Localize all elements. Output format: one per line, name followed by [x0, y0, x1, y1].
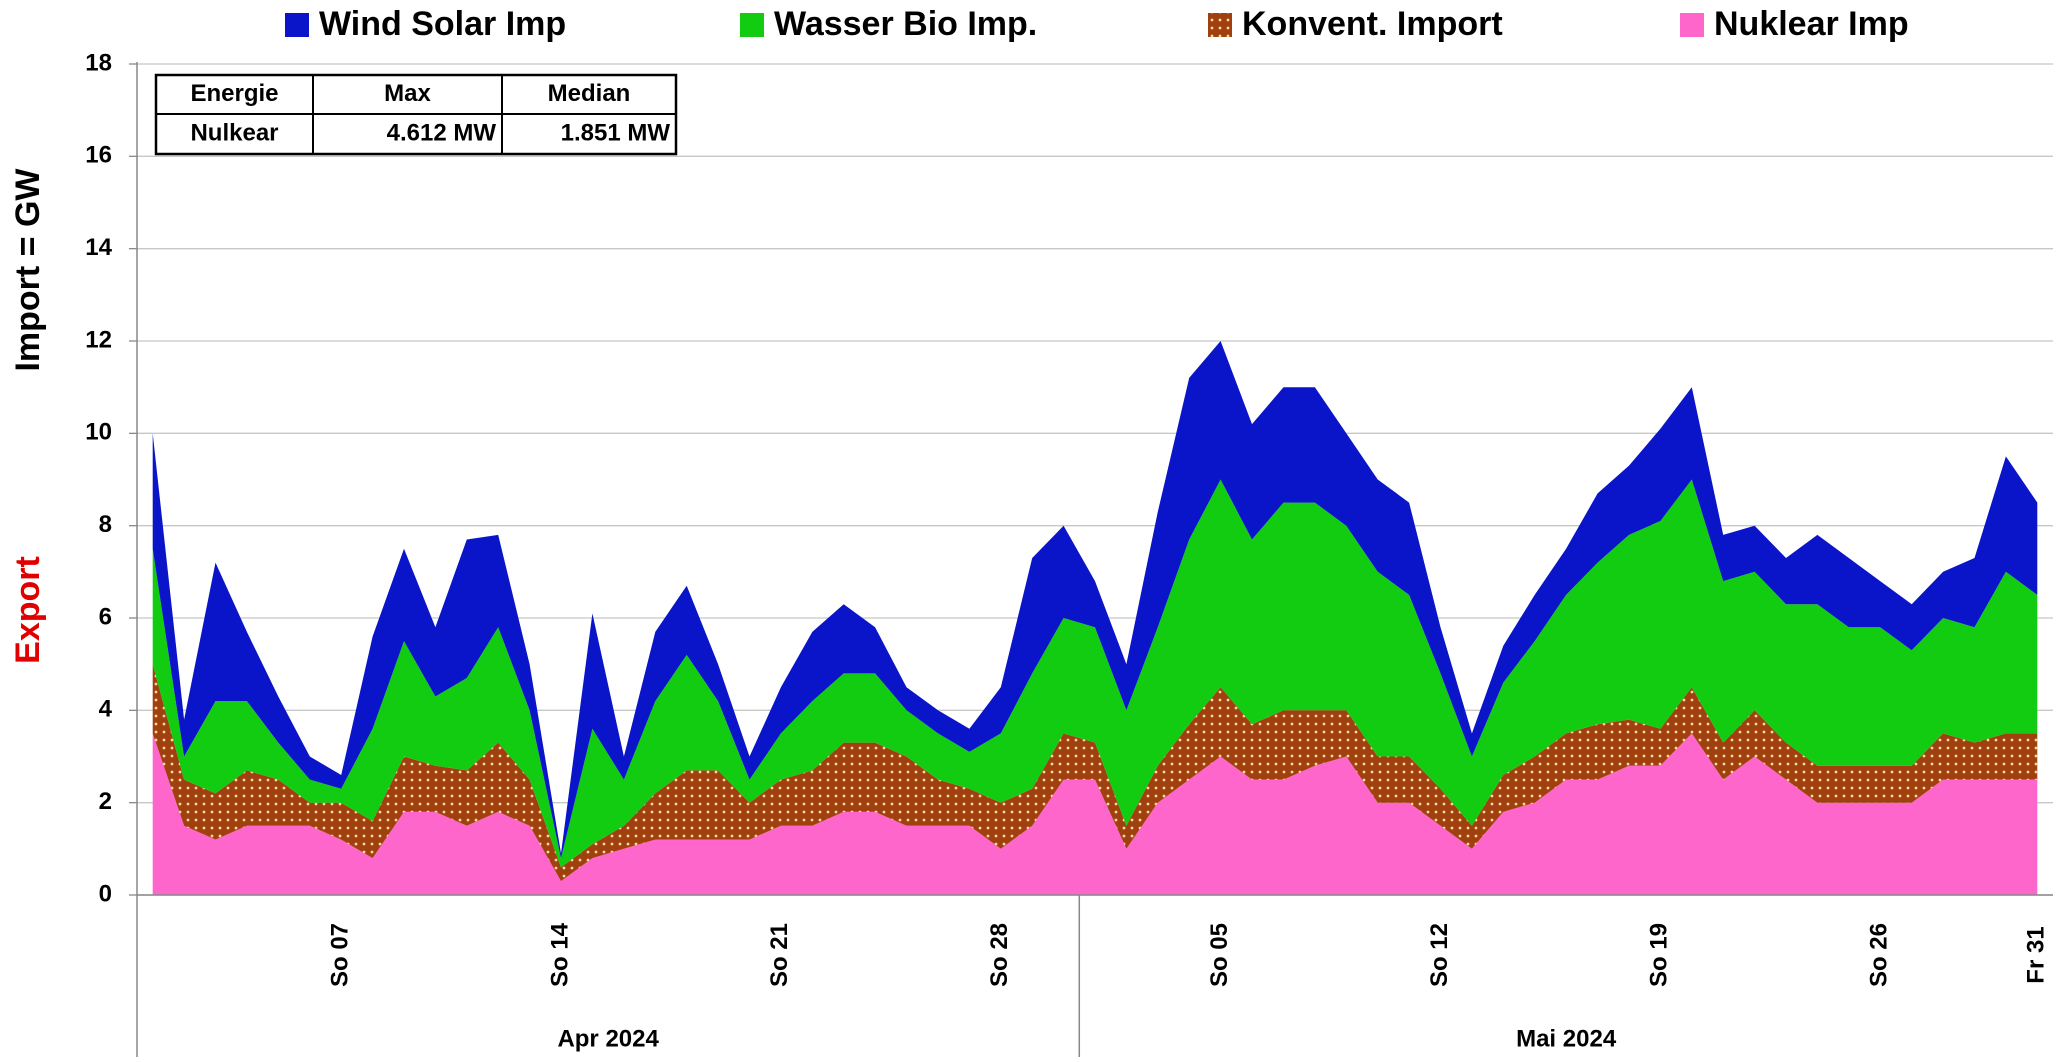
x-tick-label: So 26	[1866, 923, 1893, 987]
table-cell: Nulkear	[190, 119, 278, 146]
legend-swatch	[1208, 13, 1232, 37]
x-tick-label: So 28	[986, 923, 1013, 987]
x-tick-label: So 07	[327, 923, 354, 987]
x-tick-label: So 05	[1206, 923, 1233, 987]
x-tick-label: So 19	[1646, 923, 1673, 987]
area-series	[152, 664, 2038, 882]
y-tick-label: 16	[85, 142, 112, 169]
y-axis-label: Import = GW	[9, 168, 47, 372]
area-series	[152, 479, 2038, 868]
legend-label: Konvent. Import	[1242, 5, 1503, 43]
y-tick-label: 12	[85, 326, 112, 353]
table-header: Energie	[190, 80, 278, 107]
x-tick-label: Fr 31	[2023, 926, 2050, 983]
area-series	[152, 733, 2038, 895]
y-axis-label-export: Export	[9, 556, 47, 664]
y-tick-label: 0	[99, 880, 112, 907]
y-tick-label: 4	[99, 696, 113, 723]
y-tick-label: 14	[85, 234, 112, 261]
legend-label: Wind Solar Imp	[319, 5, 566, 43]
y-tick-label: 2	[99, 788, 112, 815]
legend-swatch	[1680, 13, 1704, 37]
legend-label: Nuklear Imp	[1714, 5, 1909, 43]
table-header: Max	[384, 80, 431, 107]
y-tick-label: 8	[99, 511, 112, 538]
y-tick-label: 10	[85, 419, 112, 446]
info-table: Energie Max Median Nulkear 4.612 MW 1.851 MW	[154, 73, 678, 156]
x-tick-label: So 21	[766, 923, 793, 987]
x-tick-label: So 14	[546, 922, 573, 987]
legend-label: Wasser Bio Imp.	[774, 5, 1037, 43]
table-header: Median	[548, 80, 631, 107]
legend-swatch	[740, 13, 764, 37]
table-cell: 4.612 MW	[387, 119, 497, 146]
legend-swatch	[285, 13, 309, 37]
y-tick-label: 6	[99, 603, 112, 630]
y-tick-label: 18	[85, 49, 112, 76]
month-label: Mai 2024	[1516, 1025, 1617, 1052]
month-label: Apr 2024	[557, 1025, 659, 1052]
table-cell: 1.851 MW	[561, 119, 671, 146]
x-tick-label: So 12	[1426, 923, 1453, 987]
area-series	[152, 341, 2038, 859]
